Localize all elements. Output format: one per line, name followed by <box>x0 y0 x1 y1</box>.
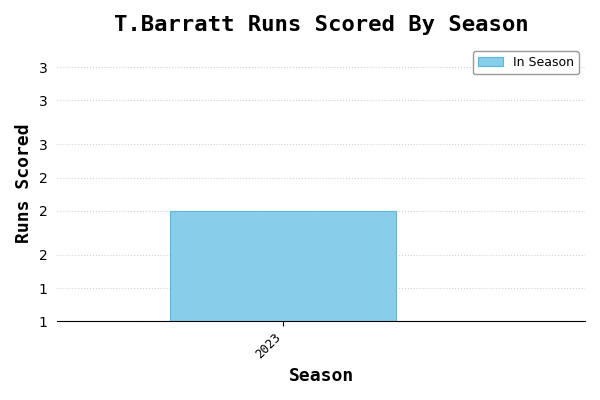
Y-axis label: Runs Scored: Runs Scored <box>15 123 33 243</box>
Legend: In Season: In Season <box>473 51 579 74</box>
X-axis label: Season: Season <box>289 367 354 385</box>
Bar <box>170 211 397 400</box>
Title: T.Barratt Runs Scored By Season: T.Barratt Runs Scored By Season <box>114 15 529 35</box>
